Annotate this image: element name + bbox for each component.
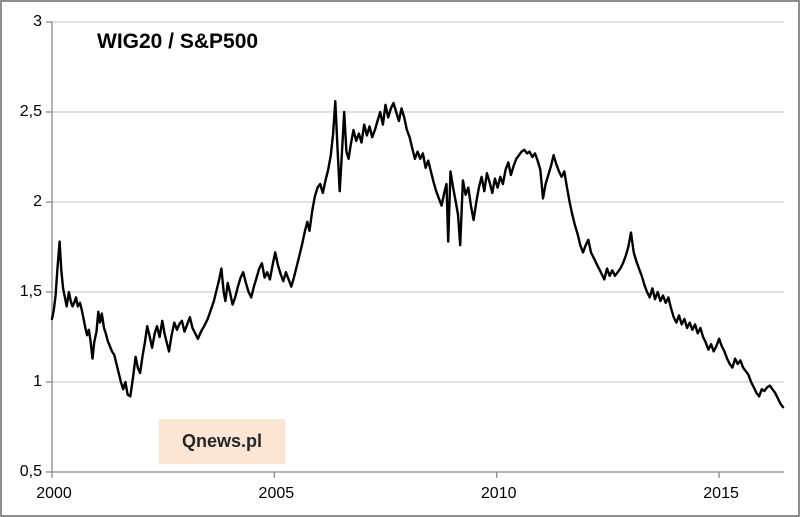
chart-title: WIG20 / S&P500: [97, 30, 259, 53]
watermark-label: Qnews.pl: [181, 431, 262, 451]
x-tick-label: 2010: [480, 485, 517, 502]
x-tick-label: 2015: [703, 485, 739, 502]
data-series-line: [50, 99, 785, 409]
y-tick-label: 1,5: [19, 283, 42, 300]
y-tick-label: 2,5: [19, 103, 42, 120]
y-tick-label: 3: [33, 13, 42, 30]
x-tick-label: 2000: [36, 485, 72, 502]
watermark-badge: Qnews.pl: [159, 419, 285, 464]
y-tick-label: 0,5: [19, 463, 42, 480]
x-tick-label: 2005: [258, 485, 295, 502]
y-tick-label: 1: [33, 373, 42, 390]
y-tick-label: 2: [33, 193, 42, 210]
